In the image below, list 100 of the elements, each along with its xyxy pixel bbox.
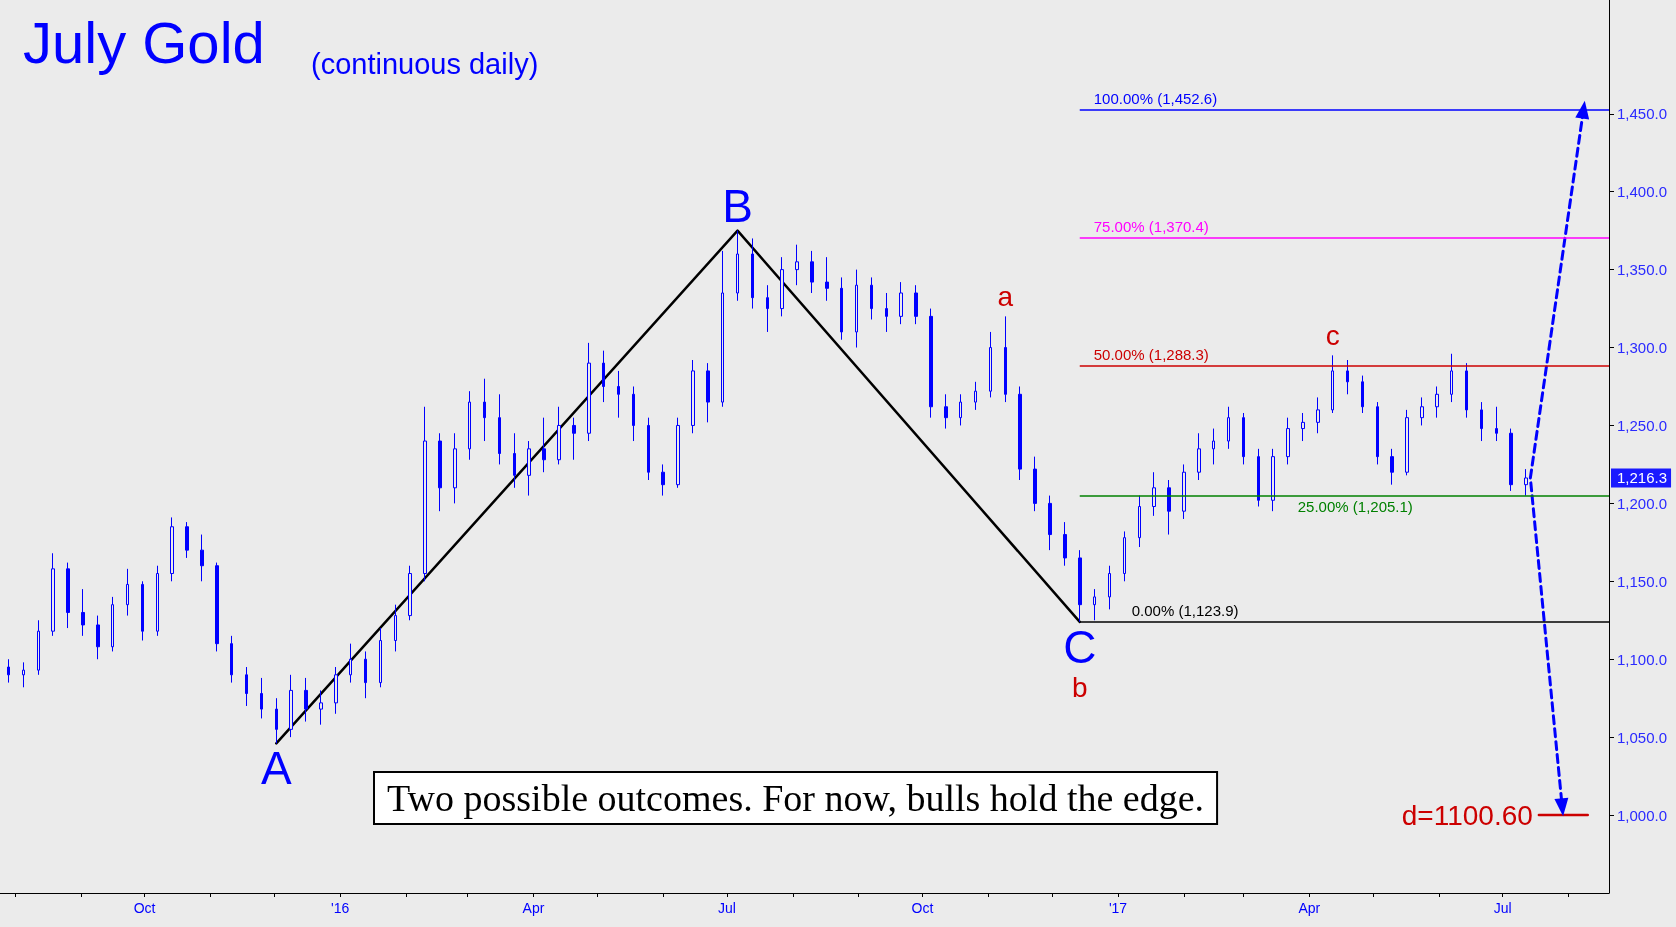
- candlestick: [959, 393, 962, 426]
- candlestick: [394, 604, 397, 652]
- candlestick: [1286, 417, 1290, 465]
- candlestick: [170, 516, 174, 582]
- candlestick: [1390, 448, 1394, 486]
- candlestick: [1138, 495, 1141, 548]
- annotation: c: [1325, 319, 1340, 351]
- candlestick: [676, 417, 680, 489]
- candlestick: [245, 666, 248, 707]
- candlestick: [1227, 406, 1230, 450]
- candlestick: [260, 677, 263, 719]
- candlestick: [1257, 448, 1260, 507]
- candlestick: [1242, 412, 1245, 465]
- candlestick: [929, 308, 933, 419]
- candlestick: [825, 256, 829, 302]
- candlestick: [840, 276, 843, 341]
- x-tick-label: Apr: [522, 900, 545, 916]
- candlestick: [870, 276, 873, 320]
- candlestick: [364, 650, 367, 699]
- candlestick: [1361, 375, 1364, 414]
- candlestick: [111, 596, 114, 652]
- candlestick: [1123, 530, 1126, 582]
- y-tick-label: 1,350.0: [1617, 261, 1668, 279]
- candlestick: [1420, 396, 1424, 426]
- candlestick: [408, 565, 412, 621]
- candlestick: [66, 562, 70, 629]
- candlestick: [899, 281, 903, 325]
- candlestick: [1495, 406, 1498, 442]
- candlestick: [1048, 495, 1052, 551]
- chart-title: July Gold: [23, 9, 265, 75]
- candlestick: [81, 588, 85, 637]
- ref-line-label: 25.00% (1,205.1): [1297, 498, 1413, 516]
- candlestick: [617, 370, 620, 419]
- candlestick: [1480, 401, 1483, 442]
- candlestick: [304, 677, 308, 723]
- ref-line-label: 75.00% (1,370.4): [1093, 217, 1209, 235]
- candlestick: [587, 342, 591, 442]
- candlestick: [751, 237, 754, 310]
- x-tick-label: '16: [330, 900, 350, 916]
- candlestick: [185, 521, 189, 559]
- y-tick-label: 1,250.0: [1617, 416, 1668, 434]
- candlestick: [795, 244, 799, 286]
- candlestick: [1182, 463, 1186, 520]
- x-tick-label: Apr: [1298, 900, 1321, 916]
- candlestick: [647, 417, 650, 481]
- candlestick: [319, 689, 323, 726]
- x-tick-label: Jul: [1493, 900, 1512, 916]
- candlestick: [1167, 479, 1171, 536]
- candlestick: [1465, 362, 1468, 419]
- candlestick: [230, 635, 233, 684]
- candlestick: [215, 562, 219, 652]
- candlestick: [527, 440, 531, 497]
- annotation: b: [1071, 672, 1088, 704]
- candlestick: [944, 393, 948, 430]
- candlestick: [96, 615, 100, 660]
- candlestick: [1004, 315, 1007, 403]
- candlestick: [498, 393, 501, 465]
- candlestick: [736, 230, 739, 302]
- candlestick: [989, 331, 992, 398]
- candlestick: [468, 390, 471, 461]
- y-tick-label: 1,150.0: [1617, 572, 1668, 590]
- ref-line-label: 50.00% (1,288.3): [1093, 345, 1209, 363]
- candlestick: [602, 350, 605, 403]
- candlestick: [1331, 354, 1334, 414]
- candlestick: [1271, 448, 1275, 512]
- annotation: A: [260, 742, 292, 795]
- x-tick-label: Oct: [911, 900, 934, 916]
- candlestick: [423, 406, 427, 582]
- candlestick: [780, 256, 784, 317]
- candlestick: [572, 417, 576, 461]
- y-tick-label: 1,450.0: [1617, 105, 1668, 123]
- candlestick: [1033, 456, 1037, 512]
- y-tick-label: 1,100.0: [1617, 650, 1668, 668]
- candlestick: [1509, 428, 1513, 492]
- candlestick: [632, 386, 635, 442]
- candlestick: [156, 565, 159, 637]
- candlestick: [1078, 549, 1082, 623]
- candlestick: [275, 697, 278, 744]
- x-tick-label: Oct: [133, 900, 156, 916]
- candlestick: [974, 381, 977, 411]
- candlestick: [1093, 588, 1096, 621]
- candlestick: [289, 674, 293, 738]
- candlestick: [855, 269, 858, 349]
- candlestick: [1346, 359, 1349, 395]
- candlestick: [1301, 412, 1305, 442]
- candlestick: [691, 359, 695, 434]
- text: 1,216.3: [1617, 469, 1668, 487]
- annotation: Two possible outcomes. For now, bulls hold the edge.: [387, 777, 1205, 819]
- candlestick: [557, 406, 561, 465]
- x-tick-label: Jul: [717, 900, 736, 916]
- candlestick: [200, 534, 204, 582]
- candlestick: [126, 568, 129, 617]
- candlestick: [349, 643, 352, 684]
- candlestick: [1405, 409, 1409, 476]
- candlestick: [1376, 401, 1379, 465]
- annotation: B: [722, 179, 753, 232]
- candlestick: [661, 463, 665, 497]
- candlestick: [1450, 353, 1453, 403]
- candlestick: [1197, 432, 1201, 481]
- candlestick: [22, 661, 25, 688]
